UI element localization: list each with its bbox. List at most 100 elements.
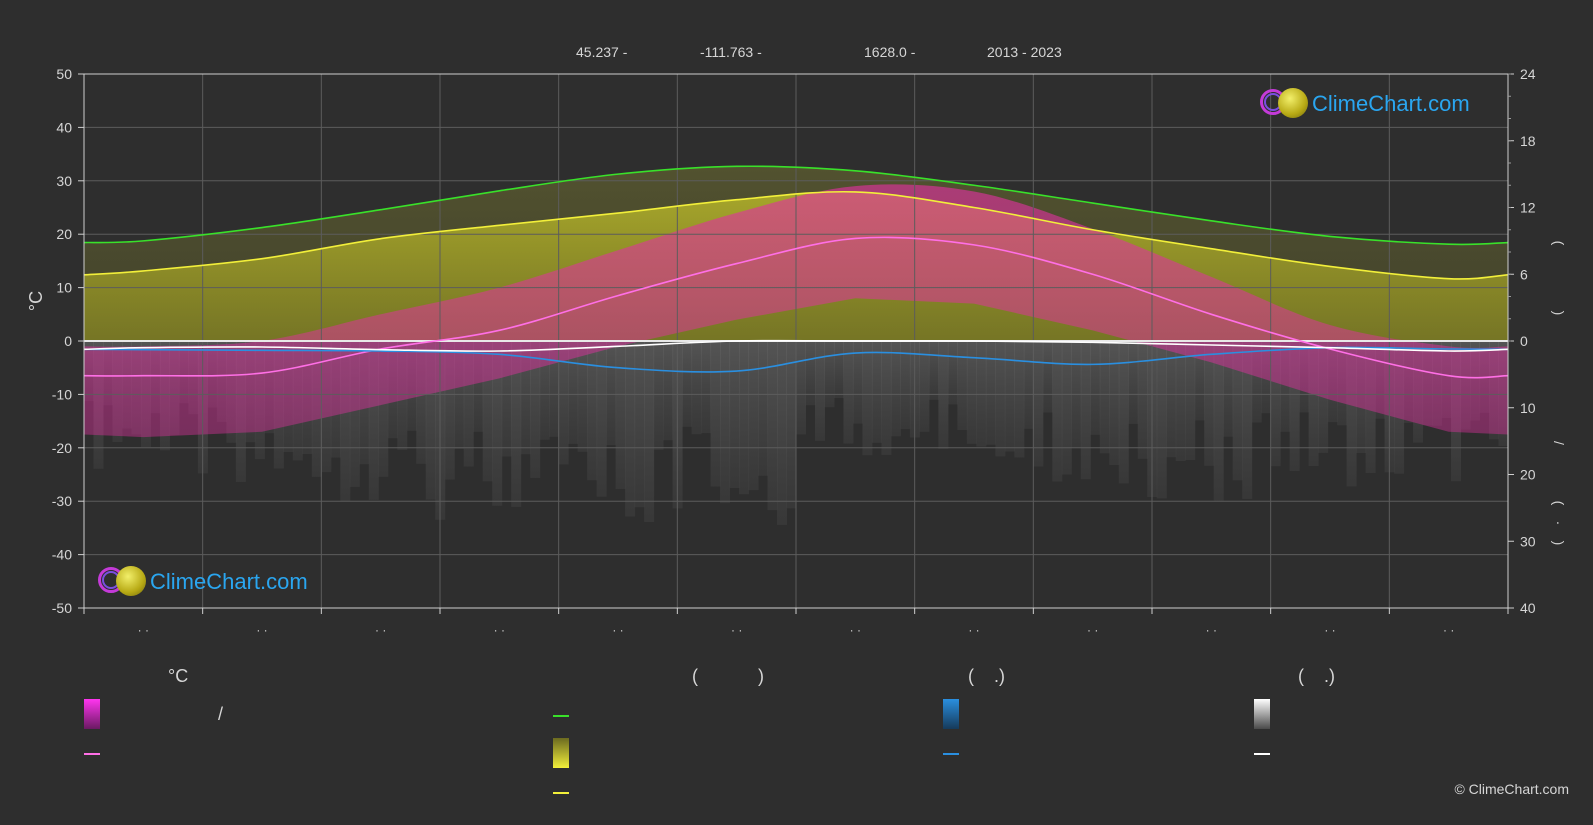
precip-bar	[890, 341, 901, 437]
legend-swatch-daylight	[553, 715, 569, 717]
precip-bar	[919, 341, 930, 432]
precip-bar	[1014, 341, 1025, 458]
month-label: · ·	[494, 623, 505, 637]
precip-bar	[796, 341, 806, 435]
precip-bar	[881, 341, 892, 455]
left-tick-label: -30	[52, 493, 72, 509]
precip-bar	[549, 341, 560, 437]
legend-swatch-sunshine-range	[553, 738, 569, 768]
precip-bar	[691, 341, 702, 435]
series-line-rain	[84, 346, 1508, 373]
header: 45.237 - -111.763 - 1628.0 - 2013 - 2023	[576, 44, 1062, 60]
precip-bar	[663, 341, 674, 441]
precip-bar	[1109, 341, 1120, 465]
precip-bar	[1137, 341, 1148, 459]
right-title-mark: (	[1551, 501, 1567, 506]
logo-top[interactable]: ClimeChart.com	[1258, 87, 1470, 121]
precip-bar	[1042, 341, 1053, 413]
legend-slash: /	[218, 704, 224, 724]
precip-bar	[1099, 341, 1110, 454]
precip-bar	[653, 341, 664, 450]
precip-bar	[976, 341, 987, 447]
left-tick-label: 0	[64, 333, 72, 349]
precip-bar	[1052, 341, 1063, 482]
legend-swatch-temp-range	[84, 699, 100, 729]
precip-bar	[862, 341, 873, 456]
right-top-tick-label: 6	[1520, 266, 1528, 282]
precip-bar	[349, 341, 360, 487]
precip-bar	[1185, 341, 1196, 461]
precip-bar	[1270, 341, 1281, 467]
left-tick-label: -10	[52, 386, 72, 402]
precip-bar	[1128, 341, 1139, 424]
legend-title-snow: ( .)	[1298, 666, 1335, 686]
legend-swatch-avg-temp	[84, 753, 100, 755]
precip-bar	[843, 341, 854, 444]
left-tick-label: 40	[56, 119, 72, 135]
precip-bar	[852, 341, 863, 424]
right-title-mark: )	[1551, 541, 1567, 546]
month-label: · ·	[968, 623, 979, 637]
precip-bar	[947, 341, 958, 405]
left-tick-label: 30	[56, 173, 72, 189]
precip-bar	[1251, 341, 1262, 423]
precip-bar	[824, 341, 835, 408]
precip-bar	[596, 341, 607, 497]
left-tick-label: -50	[52, 600, 72, 616]
precip-bar	[985, 341, 996, 445]
precip-bar	[615, 341, 626, 489]
precip-bar	[568, 341, 579, 444]
header-years: 2013 - 2023	[987, 44, 1062, 60]
precip-bar	[1308, 341, 1319, 467]
precip-bar	[966, 341, 977, 444]
precip-bar	[368, 341, 379, 500]
precip-bar	[701, 341, 712, 434]
precip-bar	[606, 341, 617, 446]
precip-bar	[1213, 341, 1224, 501]
precip-bar	[739, 341, 750, 495]
precip-bar	[463, 341, 474, 467]
precip-bar	[1004, 341, 1015, 452]
legend-title-rain: ( .)	[968, 666, 1005, 686]
precip-bar	[644, 341, 655, 522]
precip-bar	[416, 341, 427, 464]
series-line-sunshine	[84, 190, 1508, 280]
right-title-mark: (	[1551, 241, 1567, 246]
precip-bar	[1280, 341, 1291, 432]
left-tick-label: -20	[52, 440, 72, 456]
precip-bar	[720, 341, 731, 504]
precip-bar	[1033, 341, 1044, 467]
precip-bar	[1242, 341, 1253, 499]
right-bottom-tick-label: 20	[1520, 467, 1536, 483]
precip-bar	[492, 341, 503, 506]
left-axis-title: °C	[26, 291, 46, 311]
precip-bar	[995, 341, 1006, 457]
precip-bar	[1090, 341, 1101, 435]
right-top-tick-label: 12	[1520, 200, 1536, 216]
series-line-snow	[84, 339, 1508, 352]
logo-bottom[interactable]: ClimeChart.com	[96, 565, 308, 599]
precip-bar	[1118, 341, 1129, 484]
legend-swatch-snow	[1254, 753, 1270, 755]
precip-bar	[530, 341, 541, 478]
legend-swatch-snow-range	[1254, 699, 1270, 729]
left-tick-label: 20	[56, 226, 72, 242]
precip-bar	[1204, 341, 1215, 466]
precip-bar	[1061, 341, 1072, 475]
right-top-tick-label: 18	[1520, 133, 1536, 149]
precip-bar	[454, 341, 465, 449]
precip-bar	[473, 341, 484, 432]
header-elevation: 1628.0 -	[864, 44, 916, 60]
left-tick-label: 50	[56, 66, 72, 82]
month-label: · ·	[850, 623, 861, 637]
month-label: · ·	[612, 623, 623, 637]
precip-bar	[1289, 341, 1300, 471]
precip-bar	[938, 341, 949, 449]
precip-bar	[871, 341, 882, 443]
precip-bar	[1166, 341, 1177, 458]
precip-bar	[1232, 341, 1243, 481]
precip-bar	[682, 341, 693, 427]
precip-bar	[729, 341, 740, 489]
precip-bar	[1156, 341, 1167, 499]
